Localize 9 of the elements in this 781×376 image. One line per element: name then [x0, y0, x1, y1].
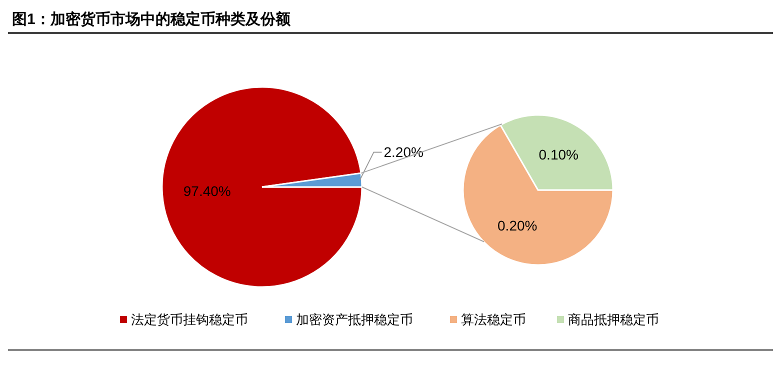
legend-label: 加密资产抵押稳定币: [296, 312, 413, 327]
data-label: 2.20%: [384, 144, 424, 160]
chart-title: 图1：加密货币市场中的稳定币种类及份额: [12, 10, 292, 28]
data-label: 97.40%: [183, 182, 231, 199]
data-label: 0.10%: [538, 146, 578, 162]
legend-label: 算法稳定币: [461, 312, 526, 327]
legend-label: 法定货币挂钩稳定币: [131, 312, 248, 327]
legend-label: 商品抵押稳定币: [568, 312, 659, 327]
data-label: 0.20%: [498, 218, 538, 234]
